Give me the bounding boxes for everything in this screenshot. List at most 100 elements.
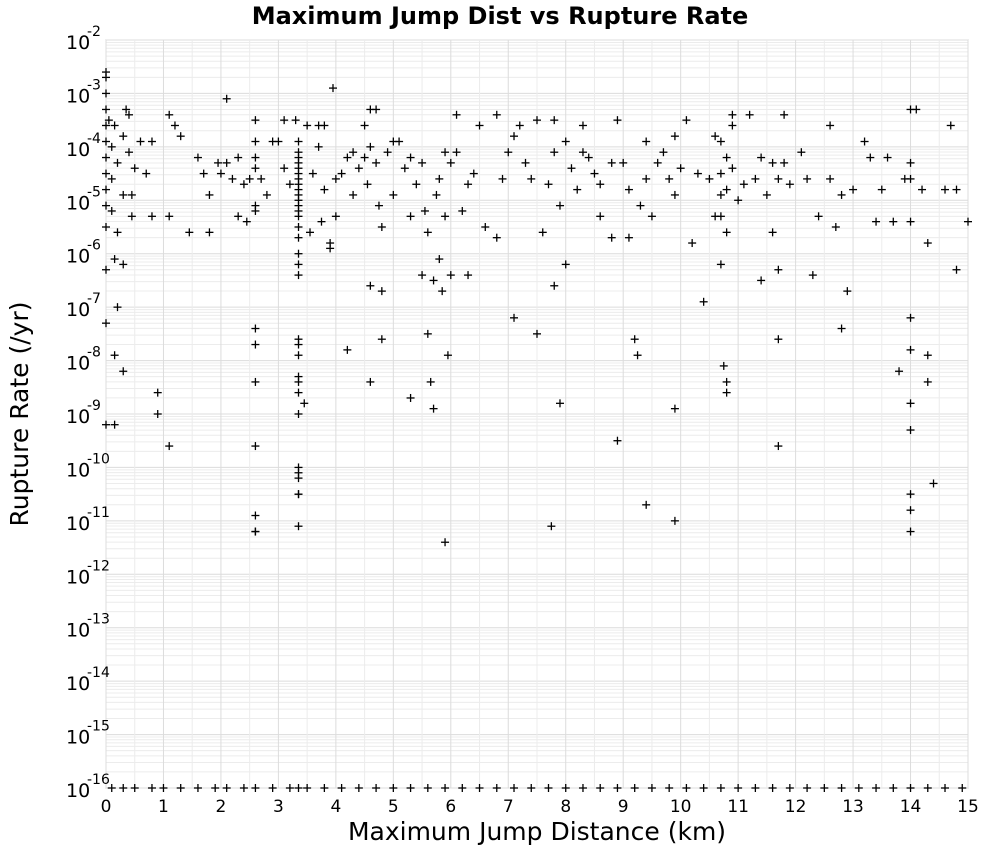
data-point	[906, 345, 915, 354]
data-point	[107, 784, 116, 792]
data-point	[423, 329, 432, 338]
data-point	[768, 228, 777, 237]
y-tick-exponent: -2	[87, 24, 101, 40]
data-point	[929, 479, 938, 488]
y-tick-exponent: -10	[87, 451, 110, 467]
data-point	[624, 233, 633, 242]
data-point	[102, 185, 110, 194]
data-point	[452, 148, 461, 157]
data-point	[590, 169, 599, 178]
data-point	[837, 324, 846, 333]
y-tick-label: 10	[66, 673, 90, 695]
data-point	[768, 158, 777, 167]
data-point	[774, 442, 783, 451]
data-point	[659, 148, 668, 157]
data-point	[308, 169, 317, 178]
x-tick-label: 8	[560, 797, 571, 817]
data-point	[147, 212, 156, 221]
data-point	[354, 784, 363, 792]
data-point	[176, 784, 185, 792]
data-point	[245, 174, 254, 183]
data-point	[119, 190, 128, 199]
data-point	[251, 137, 260, 146]
data-point	[199, 169, 208, 178]
data-point	[607, 158, 616, 167]
data-point	[294, 223, 303, 231]
data-point	[102, 223, 110, 231]
chart-title: Maximum Jump Dist vs Rupture Rate	[252, 2, 749, 30]
data-point	[251, 784, 260, 792]
data-point	[303, 784, 312, 792]
data-point	[647, 212, 656, 221]
x-tick-label: 6	[445, 797, 456, 817]
data-point	[550, 281, 559, 290]
data-point	[831, 223, 840, 231]
data-point	[547, 522, 556, 531]
data-point	[906, 399, 915, 408]
grid	[105, 39, 969, 789]
x-tick-label: 13	[842, 797, 864, 817]
data-point	[849, 185, 858, 194]
data-point	[389, 190, 398, 199]
y-tick-label: 10	[66, 32, 90, 54]
data-point	[923, 239, 932, 248]
data-point	[432, 190, 441, 199]
data-point	[294, 260, 303, 269]
data-point	[441, 538, 450, 547]
data-point	[251, 442, 260, 451]
data-point	[642, 500, 651, 509]
data-point	[722, 185, 731, 194]
y-tick-label: 10	[66, 780, 90, 802]
y-tick-label: 10	[66, 513, 90, 535]
data-point	[808, 271, 817, 280]
data-point	[906, 313, 915, 322]
data-point	[630, 335, 639, 344]
data-point	[326, 244, 335, 253]
data-point	[492, 233, 501, 242]
data-point	[561, 137, 570, 146]
data-point	[722, 153, 731, 162]
data-point	[251, 527, 260, 536]
data-point	[294, 249, 303, 258]
data-point	[533, 116, 541, 125]
data-point	[481, 223, 490, 231]
x-tick-label: 10	[670, 797, 692, 817]
data-point	[843, 287, 852, 296]
data-point	[119, 132, 128, 141]
data-point	[722, 388, 731, 397]
data-point	[383, 148, 392, 157]
data-point	[711, 132, 720, 141]
data-point	[110, 351, 119, 360]
data-point	[366, 281, 375, 290]
data-point	[906, 217, 915, 226]
data-point	[354, 164, 363, 173]
data-point	[561, 260, 570, 269]
data-point	[294, 340, 303, 349]
data-point	[619, 158, 628, 167]
data-point	[923, 377, 932, 386]
data-point	[343, 345, 352, 354]
data-point	[527, 784, 536, 792]
data-point	[642, 174, 651, 183]
data-point	[636, 201, 645, 210]
data-point	[205, 228, 214, 237]
data-point	[280, 116, 289, 125]
x-tick-label: 11	[727, 797, 749, 817]
data-point	[102, 265, 110, 274]
data-point	[785, 784, 794, 792]
data-point	[464, 180, 473, 189]
data-point	[826, 121, 835, 130]
data-point	[127, 212, 136, 221]
data-point	[820, 784, 829, 792]
data-point	[251, 153, 260, 162]
data-point	[573, 185, 582, 194]
data-point	[774, 265, 783, 274]
data-point	[377, 335, 386, 344]
data-point	[734, 784, 743, 792]
data-point	[136, 137, 145, 146]
x-tick-label: 3	[273, 797, 284, 817]
data-point	[751, 174, 760, 183]
data-point	[412, 180, 421, 189]
data-point	[366, 377, 375, 386]
data-point	[492, 784, 501, 792]
